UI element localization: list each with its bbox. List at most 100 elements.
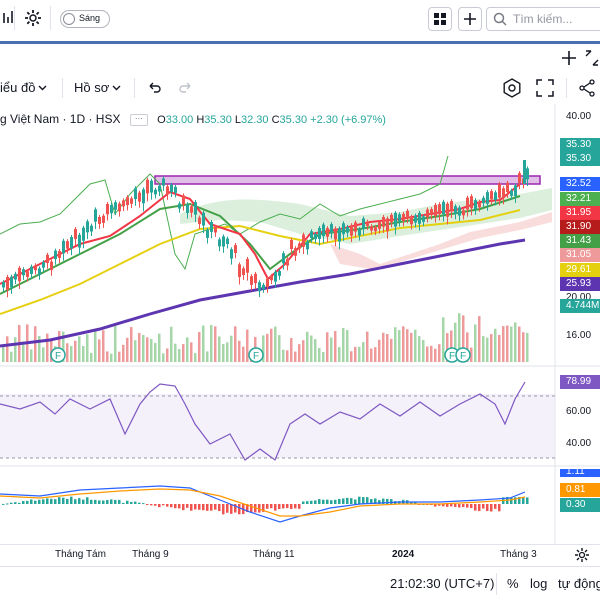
macd-bar	[150, 504, 153, 506]
candle-body	[258, 282, 261, 292]
expand-icon[interactable]	[585, 50, 599, 66]
candle-body	[474, 200, 477, 209]
candle-body	[366, 221, 369, 226]
price-tag: 29.61	[560, 263, 600, 277]
gear-icon[interactable]	[574, 547, 590, 563]
macd-bar	[194, 504, 197, 510]
volume-bar	[78, 336, 81, 362]
macd-bar	[190, 504, 193, 511]
volume-bar	[230, 335, 233, 362]
candle-body	[122, 200, 125, 207]
macd-bar	[346, 497, 349, 504]
volume-bar	[386, 334, 389, 362]
candle-body	[266, 278, 269, 288]
search-input[interactable]: Tìm kiếm...	[486, 7, 600, 31]
rsi-line	[0, 381, 526, 461]
add-button[interactable]	[458, 7, 482, 31]
volume-bar	[398, 330, 401, 362]
candle-body	[446, 203, 449, 217]
volume-bar	[502, 326, 505, 362]
volume-bar	[362, 342, 365, 362]
volume-bar	[238, 340, 241, 362]
volume-bar	[142, 334, 145, 362]
volume-bar	[298, 344, 301, 362]
volume-bar	[90, 352, 93, 362]
macd-bar	[478, 504, 481, 512]
volume-bar	[10, 351, 13, 362]
candle-body	[326, 228, 329, 237]
chart-canvas[interactable]: F F F F	[0, 104, 600, 544]
log-toggle[interactable]: log	[530, 576, 548, 591]
price-tag: 31.05	[560, 248, 600, 262]
candle-body	[490, 191, 493, 200]
candle-body	[438, 204, 441, 215]
candle-body	[322, 224, 325, 237]
candle-body	[498, 183, 501, 198]
fullscreen-icon[interactable]	[536, 79, 554, 97]
volume-bar	[226, 342, 229, 362]
time-label: Tháng Tám	[55, 549, 106, 560]
macd-bar	[158, 504, 161, 508]
candle-body	[262, 284, 265, 290]
percent-toggle[interactable]: %	[507, 576, 519, 591]
macd-bar	[310, 500, 313, 504]
candle-body	[502, 188, 505, 199]
bottom-bar: 21:02:30 (UTC+7) % log tự động	[0, 566, 600, 601]
macd-bar	[94, 499, 97, 504]
dividend-marker[interactable]	[50, 347, 66, 363]
resistance-zone	[154, 175, 541, 185]
chart-indicator-icon[interactable]	[2, 9, 16, 25]
candle-body	[394, 212, 397, 227]
candle-body	[50, 261, 53, 271]
macd-bar	[166, 504, 169, 507]
dividend-marker[interactable]	[248, 347, 264, 363]
candle-body	[70, 236, 73, 249]
volume-bar	[422, 339, 425, 362]
volume-bar	[62, 331, 65, 362]
candle-body	[146, 179, 149, 194]
time-axis[interactable]: Tháng Tám Tháng 9 Tháng 11 2024 Tháng 3	[0, 544, 600, 565]
candle-body	[346, 226, 349, 233]
chart-type-dropdown[interactable]: iểu đồ	[0, 80, 50, 96]
candle-body	[62, 240, 65, 254]
redo-icon[interactable]	[178, 80, 194, 96]
layout-grid-button[interactable]	[428, 7, 452, 31]
price-tag: 32.21	[560, 192, 600, 206]
divider	[566, 78, 567, 98]
share-icon[interactable]	[578, 79, 596, 97]
gear-icon[interactable]	[24, 9, 42, 27]
candle-body	[118, 203, 121, 212]
theme-toggle[interactable]: Sáng	[60, 10, 110, 28]
settings-gear-icon[interactable]	[502, 78, 522, 98]
auto-toggle[interactable]: tự động	[558, 576, 600, 591]
undo-icon[interactable]	[146, 80, 162, 96]
divider	[14, 6, 15, 30]
candle-body	[334, 228, 337, 240]
candle-body	[150, 180, 153, 193]
price-tick: 40.00	[566, 111, 592, 122]
profile-dropdown[interactable]: Hồ sơ	[74, 80, 124, 96]
clock[interactable]: 21:02:30 (UTC+7)	[390, 576, 495, 591]
macd-bar	[342, 498, 345, 504]
dividend-marker[interactable]	[455, 347, 471, 363]
volume-bar	[234, 326, 237, 362]
price-tag: 35.30	[560, 152, 600, 166]
candle-body	[246, 258, 249, 273]
candle-body	[134, 188, 137, 200]
svg-text:F: F	[253, 351, 259, 362]
add-panel-plus-icon[interactable]	[560, 49, 578, 67]
volume-bar	[282, 349, 285, 362]
rsi-tick: 60.00	[566, 406, 592, 417]
candle-body	[102, 215, 105, 223]
macd-bar	[470, 504, 473, 509]
dividend-markers: F F F F	[50, 347, 471, 363]
volume-bar	[278, 335, 281, 362]
chevron-down-icon	[112, 85, 121, 91]
volume-bar	[70, 345, 73, 362]
volume-bar	[126, 337, 129, 362]
volume-bar	[442, 317, 445, 362]
candle-body	[282, 253, 285, 264]
macd-bar	[78, 498, 81, 504]
symbol-title[interactable]: g Việt Nam · 1D · HSX	[0, 112, 121, 126]
more-options-icon[interactable]: ⋯	[129, 113, 148, 126]
